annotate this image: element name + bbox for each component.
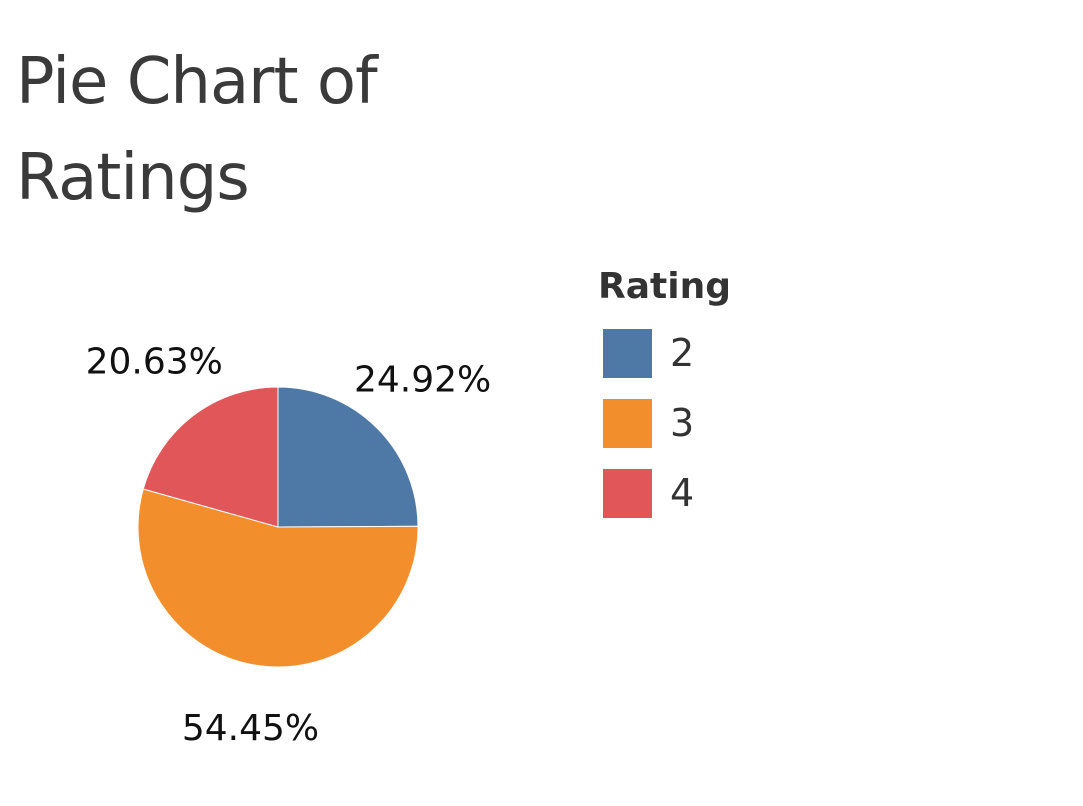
legend-item-2[interactable]: 2 (598, 318, 731, 388)
legend-label-4: 4 (670, 471, 695, 515)
legend-item-3[interactable]: 3 (598, 388, 731, 458)
legend-title: Rating (598, 266, 731, 307)
pie-slice-4 (142, 386, 279, 528)
legend-swatch-3 (603, 398, 652, 448)
chart-title: Pie Chart of Ratings (16, 45, 378, 215)
legend-label-3: 3 (670, 401, 695, 445)
legend-swatch-2 (603, 328, 652, 378)
pie-label-4: 20.63% (86, 342, 223, 383)
legend-items: 2 3 4 (598, 318, 731, 528)
pie-label-2: 24.92% (354, 360, 491, 401)
pie-chart: 24.92% 54.45% 20.63% (86, 342, 492, 750)
pie-label-3: 54.45% (182, 708, 319, 749)
pie-slices (137, 386, 419, 668)
pie-slice-3 (137, 488, 419, 668)
legend: Rating 2 3 4 (598, 264, 731, 528)
pie-labels: 24.92% 54.45% 20.63% (86, 342, 492, 750)
legend-item-4[interactable]: 4 (598, 458, 731, 528)
legend-swatch-4 (603, 468, 652, 518)
legend-label-2: 2 (670, 331, 695, 375)
pie-slice-2 (277, 386, 419, 528)
